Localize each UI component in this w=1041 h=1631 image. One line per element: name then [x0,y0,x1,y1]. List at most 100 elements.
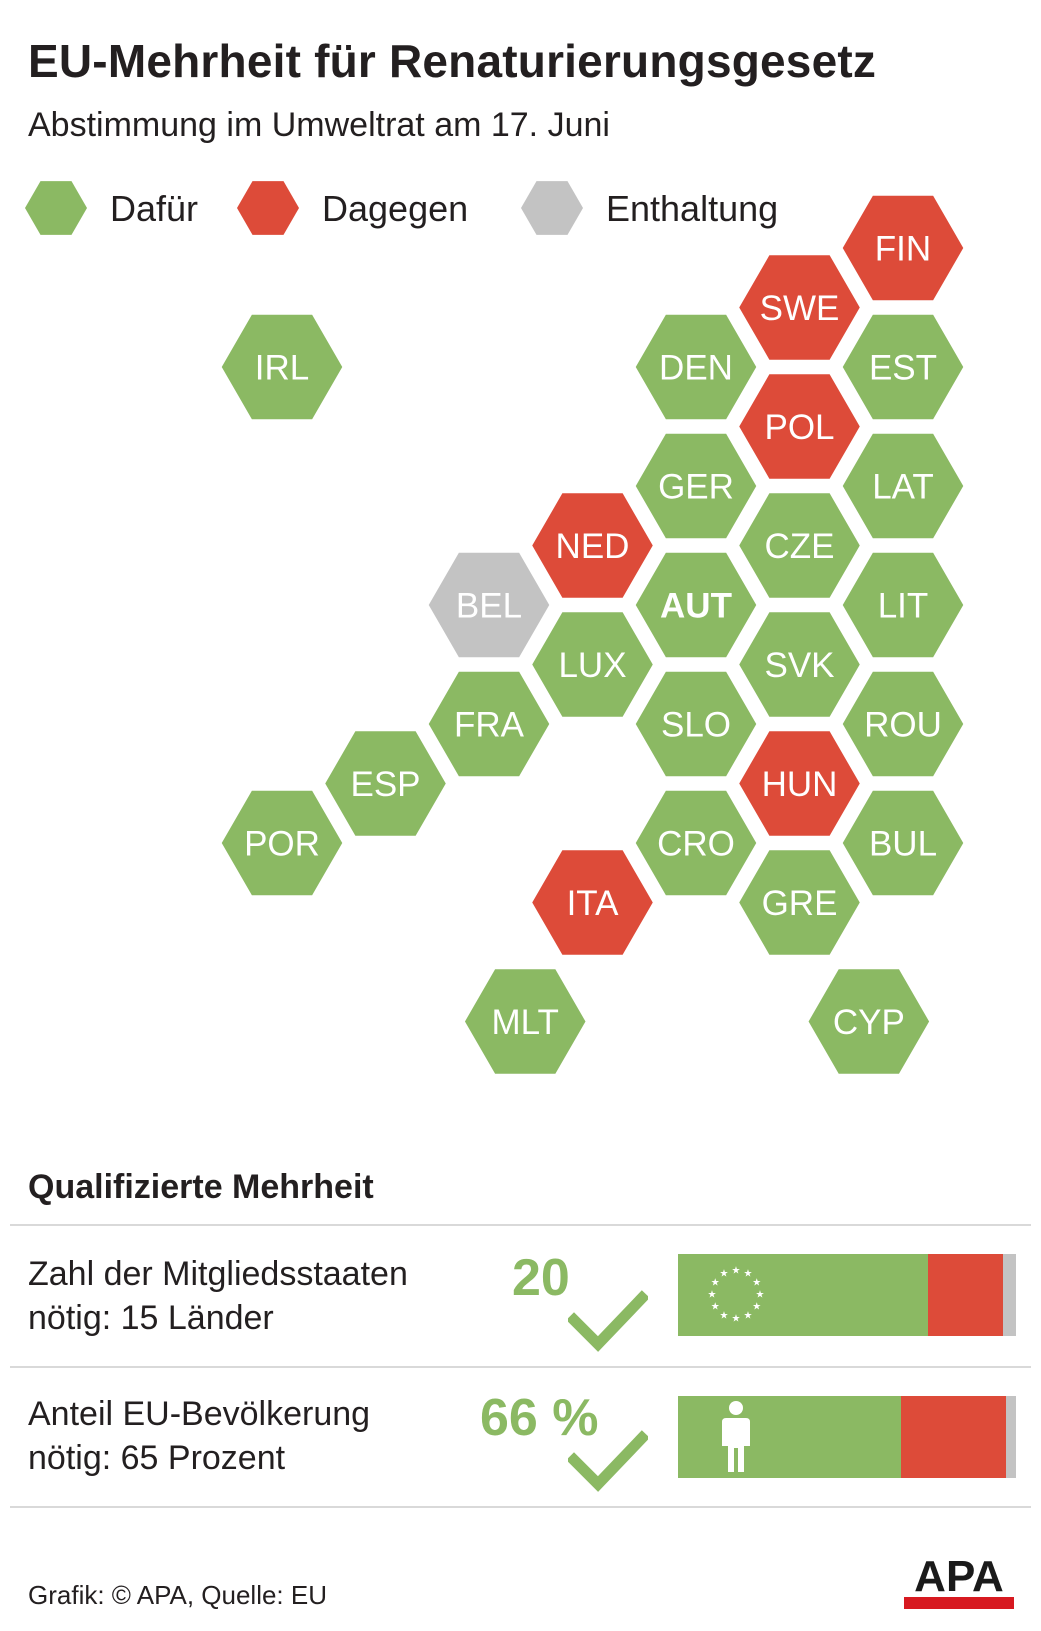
country-label: SLO [661,706,731,745]
star-icon: ★ [756,1290,765,1301]
star-icon: ★ [732,1314,741,1325]
country-bel: BEL [425,549,553,661]
country-hex [839,430,967,542]
country-hex [461,966,589,1077]
country-hex [425,549,553,661]
population-value: 66 % [480,1389,599,1447]
country-hex [805,966,933,1077]
country-fra: FRA [425,668,553,780]
country-label: AUT [660,587,732,626]
star-icon: ★ [752,1302,761,1313]
country-ger: GER [632,430,760,542]
country-cro: CRO [632,787,760,899]
country-label: BEL [456,587,522,626]
bar-segment-against [901,1396,1006,1478]
apa-logo: APA [904,1553,1014,1609]
country-slo: SLO [632,668,760,780]
bar-segment-for [678,1254,929,1336]
country-hex [735,847,864,958]
country-label: EST [869,349,937,388]
country-hex [528,609,657,720]
legend-label: Dagegen [322,188,469,229]
country-cze: CZE [735,490,864,601]
bar-segment-abstain [1005,1396,1016,1478]
country-label: LIT [878,587,929,626]
country-hex [839,787,967,899]
legend-label: Enthaltung [606,188,779,229]
member-states-label-line2: nötig: 15 Länder [28,1299,274,1337]
country-lat: LAT [839,430,967,542]
member-states-value: 20 [512,1249,570,1307]
country-hex [218,787,346,899]
eu-stars-icon: ★ ★★★★★★★★★★★ [708,1266,765,1325]
country-hex [632,787,760,899]
country-ned: NED [528,490,657,601]
country-irl: IRL [218,311,346,423]
country-label: NED [556,527,630,566]
country-label: DEN [659,349,733,388]
checkmark-icon [568,1430,648,1492]
country-bul: BUL [839,787,967,899]
country-est: EST [839,311,967,423]
country-hex [218,311,346,423]
country-por: POR [218,787,346,899]
page-title: EU-Mehrheit für Renaturierungsgesetz [28,35,877,87]
apa-logo-text: APA [914,1553,1004,1601]
legend-hex-icon [25,181,87,235]
country-label: GER [658,468,734,507]
country-hex [839,668,967,780]
country-hex [528,847,657,958]
member-states-bar [678,1254,1016,1336]
country-label: CRO [657,825,735,864]
country-label: GRE [762,884,838,923]
star-icon: ★ [720,1310,729,1321]
country-aut: AUT [632,549,760,661]
country-hex [735,728,864,839]
bar-segment-abstain [1003,1254,1016,1336]
legend-hex-icon [237,181,299,235]
person-icon [722,1401,750,1472]
population-label-line2: nötig: 65 Prozent [28,1439,286,1477]
country-label: CYP [833,1003,905,1042]
member-states-label: Zahl der Mitgliedsstaaten nötig: 15 Länd… [28,1252,408,1340]
country-hex [839,549,967,661]
divider [10,1366,1031,1368]
legend-hex-icon [521,181,583,235]
country-label: POR [244,825,320,864]
population-label: Anteil EU-Bevölkerung nötig: 65 Prozent [28,1392,370,1480]
country-hex [735,609,864,720]
country-hex [425,668,553,780]
star-icon: ★ [752,1278,761,1289]
country-label: FRA [454,706,525,745]
population-label-line1: Anteil EU-Bevölkerung [28,1395,371,1433]
country-label: BUL [869,825,937,864]
country-label: POL [764,408,834,447]
star-icon: ★ [720,1269,729,1280]
country-hex [839,311,967,423]
bar-segment-against [928,1254,1004,1336]
country-ita: ITA [528,847,657,958]
country-rou: ROU [839,668,967,780]
country-pol: POL [735,371,864,482]
country-label: ESP [350,765,420,804]
country-label: SWE [760,289,840,328]
country-lux: LUX [528,609,657,720]
divider [10,1224,1031,1226]
country-hex [321,728,450,839]
member-states-label-line1: Zahl der Mitgliedsstaaten [28,1255,408,1293]
divider [10,1506,1031,1508]
country-label: IRL [255,349,309,388]
country-hex [735,490,864,601]
country-cyp: CYP [805,966,933,1077]
country-hex [528,490,657,601]
legend-label: Dafür [110,188,199,229]
country-esp: ESP [321,728,450,839]
country-swe: SWE [735,252,864,363]
country-label: FIN [875,230,931,269]
country-label: LAT [872,468,934,507]
country-gre: GRE [735,847,864,958]
country-label: ITA [567,884,620,923]
country-svk: SVK [735,609,864,720]
section-title: Qualifizierte Mehrheit [28,1168,374,1206]
checkmark-icon [568,1290,648,1352]
